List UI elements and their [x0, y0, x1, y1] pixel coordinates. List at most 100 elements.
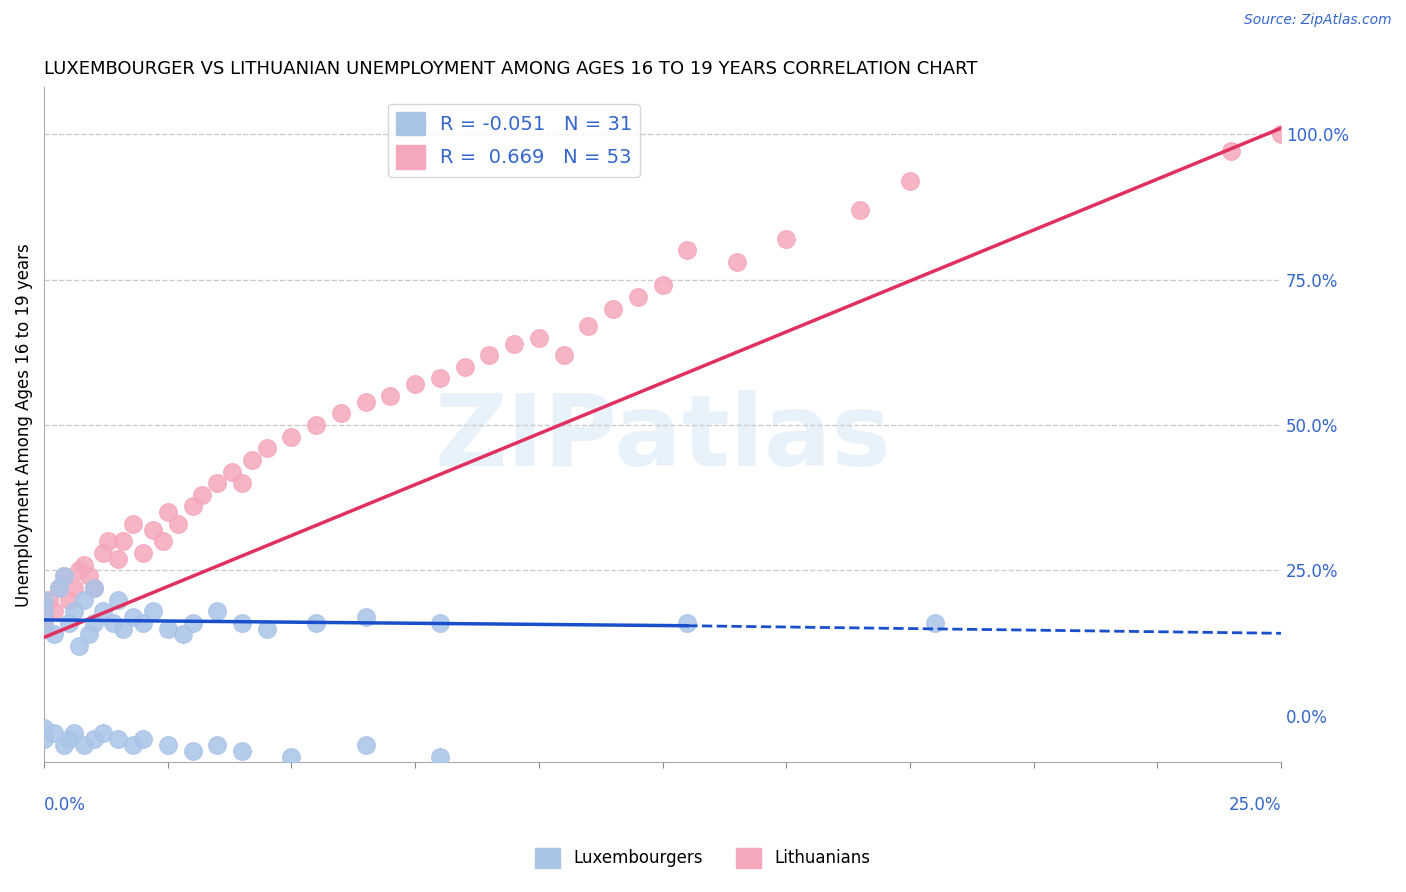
Point [52, 569, 75, 583]
Point [256, 622, 278, 636]
Point [305, 417, 328, 432]
Y-axis label: Unemployment Among Ages 16 to 19 years: Unemployment Among Ages 16 to 19 years [15, 244, 32, 607]
Point [52, 738, 75, 752]
Point [107, 592, 129, 607]
Point [503, 336, 526, 351]
Point [107, 732, 129, 747]
Point [73, 558, 96, 572]
Point [627, 290, 650, 304]
Point [32, 592, 55, 607]
Legend: R = -0.051   N = 31, R =  0.669   N = 53: R = -0.051 N = 31, R = 0.669 N = 53 [388, 104, 640, 177]
Point [231, 615, 253, 630]
Point [181, 500, 204, 514]
Point [132, 732, 155, 747]
Point [142, 523, 165, 537]
Point [676, 615, 699, 630]
Point [207, 476, 229, 491]
Point [112, 534, 135, 549]
Point [676, 244, 699, 258]
Point [207, 738, 229, 752]
Point [849, 202, 872, 217]
Text: Source: ZipAtlas.com: Source: ZipAtlas.com [1244, 13, 1392, 28]
Point [231, 744, 253, 758]
Point [156, 622, 179, 636]
Point [42, 604, 65, 618]
Point [32, 721, 55, 735]
Point [256, 442, 278, 456]
Point [107, 551, 129, 566]
Point [32, 610, 55, 624]
Point [77, 627, 100, 641]
Point [58, 732, 80, 747]
Point [280, 749, 302, 764]
Point [1220, 145, 1243, 159]
Point [354, 738, 377, 752]
Point [898, 173, 921, 187]
Point [32, 599, 55, 613]
Text: ZIPatlas: ZIPatlas [434, 390, 891, 487]
Point [67, 564, 90, 578]
Point [181, 615, 204, 630]
Point [122, 610, 145, 624]
Point [280, 429, 302, 443]
Legend: Luxembourgers, Lithuanians: Luxembourgers, Lithuanians [529, 841, 877, 875]
Point [354, 610, 377, 624]
Point [651, 278, 673, 293]
Point [77, 569, 100, 583]
Point [38, 592, 60, 607]
Point [48, 581, 70, 595]
Point [62, 604, 84, 618]
Point [58, 592, 80, 607]
Point [83, 581, 105, 595]
Point [478, 348, 501, 362]
Text: 0.0%: 0.0% [44, 796, 86, 814]
Point [152, 534, 174, 549]
Point [429, 615, 451, 630]
Point [191, 488, 214, 502]
Point [221, 465, 243, 479]
Text: 25.0%: 25.0% [1229, 796, 1281, 814]
Point [924, 615, 946, 630]
Point [156, 738, 179, 752]
Point [32, 615, 55, 630]
Point [166, 516, 188, 531]
Point [404, 377, 426, 392]
Point [58, 615, 80, 630]
Point [380, 389, 402, 403]
Point [231, 476, 253, 491]
Point [83, 732, 105, 747]
Point [172, 627, 194, 641]
Point [67, 639, 90, 653]
Point [156, 505, 179, 519]
Point [1270, 127, 1292, 141]
Point [527, 331, 550, 345]
Point [52, 569, 75, 583]
Point [73, 738, 96, 752]
Point [142, 604, 165, 618]
Point [103, 615, 125, 630]
Point [73, 592, 96, 607]
Point [93, 604, 115, 618]
Point [602, 301, 624, 316]
Point [305, 615, 328, 630]
Point [112, 622, 135, 636]
Point [32, 622, 55, 636]
Point [576, 319, 599, 334]
Point [42, 627, 65, 641]
Point [42, 726, 65, 740]
Point [181, 744, 204, 758]
Point [132, 546, 155, 560]
Point [429, 749, 451, 764]
Point [775, 232, 797, 246]
Point [32, 732, 55, 747]
Point [207, 604, 229, 618]
Point [453, 359, 475, 374]
Point [93, 546, 115, 560]
Point [32, 604, 55, 618]
Point [429, 371, 451, 385]
Point [132, 615, 155, 630]
Point [62, 581, 84, 595]
Point [83, 615, 105, 630]
Point [329, 406, 352, 420]
Point [97, 534, 120, 549]
